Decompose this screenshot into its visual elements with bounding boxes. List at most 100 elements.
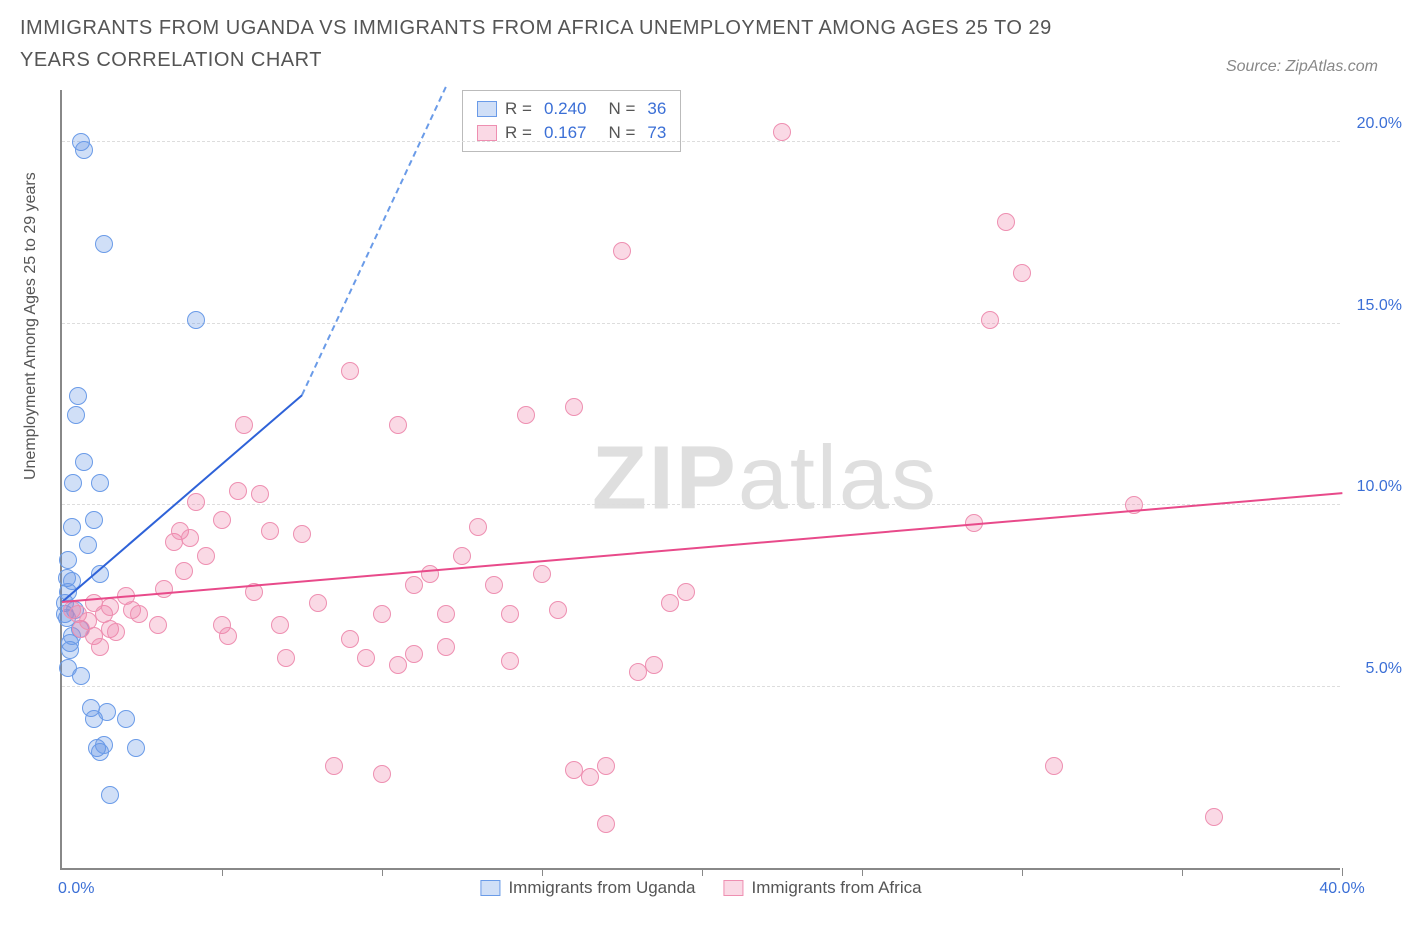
legend-n-label: N = [608, 99, 635, 119]
point-uganda [67, 406, 85, 424]
point-africa [389, 416, 407, 434]
point-uganda [98, 703, 116, 721]
y-tick-label: 20.0% [1357, 115, 1402, 133]
x-tick [542, 868, 543, 876]
point-africa [469, 518, 487, 536]
watermark-light: atlas [738, 429, 938, 529]
x-tick [222, 868, 223, 876]
y-tick-label: 15.0% [1357, 297, 1402, 315]
watermark-strong: ZIP [592, 429, 738, 529]
point-africa [181, 529, 199, 547]
legend-n-value: 73 [647, 123, 666, 143]
point-africa [197, 547, 215, 565]
legend-r-value: 0.167 [544, 123, 587, 143]
point-africa [293, 525, 311, 543]
legend-swatch [724, 880, 744, 896]
x-tick [1022, 868, 1023, 876]
point-africa [565, 398, 583, 416]
x-tick [1182, 868, 1183, 876]
point-uganda [75, 453, 93, 471]
x-tick [702, 868, 703, 876]
point-uganda [91, 474, 109, 492]
grid-line [62, 686, 1340, 687]
point-uganda [75, 141, 93, 159]
point-africa [261, 522, 279, 540]
legend-n-label: N = [608, 123, 635, 143]
point-africa [421, 565, 439, 583]
point-africa [501, 605, 519, 623]
trend-africa [62, 492, 1342, 603]
y-tick-label: 10.0% [1357, 478, 1402, 496]
legend-swatch [480, 880, 500, 896]
point-uganda [127, 739, 145, 757]
point-uganda [79, 536, 97, 554]
point-uganda [95, 736, 113, 754]
source-label: Source: ZipAtlas.com [1226, 58, 1378, 76]
x-tick [862, 868, 863, 876]
point-uganda [95, 235, 113, 253]
point-africa [373, 765, 391, 783]
point-uganda [85, 511, 103, 529]
stats-legend: R = 0.240N = 36R = 0.167N = 73 [462, 90, 681, 152]
point-africa [501, 652, 519, 670]
point-africa [1205, 808, 1223, 826]
point-africa [155, 580, 173, 598]
grid-line [62, 141, 1340, 142]
bottom-legend-label: Immigrants from Africa [752, 878, 922, 898]
point-africa [613, 242, 631, 260]
point-africa [597, 757, 615, 775]
point-africa [235, 416, 253, 434]
point-africa [405, 576, 423, 594]
x-tick-label: 0.0% [58, 880, 94, 898]
stats-legend-row: R = 0.240N = 36 [477, 97, 666, 121]
bottom-legend-label: Immigrants from Uganda [508, 878, 695, 898]
point-africa [341, 362, 359, 380]
point-africa [517, 406, 535, 424]
y-tick-label: 5.0% [1366, 660, 1402, 678]
legend-swatch [477, 125, 497, 141]
point-africa [309, 594, 327, 612]
legend-swatch [477, 101, 497, 117]
point-africa [325, 757, 343, 775]
point-africa [773, 123, 791, 141]
point-africa [101, 598, 119, 616]
point-africa [219, 627, 237, 645]
point-africa [997, 213, 1015, 231]
point-africa [437, 638, 455, 656]
point-africa [389, 656, 407, 674]
point-uganda [59, 551, 77, 569]
point-africa [453, 547, 471, 565]
watermark: ZIPatlas [592, 428, 938, 531]
trend-uganda-dash [301, 87, 447, 396]
point-africa [149, 616, 167, 634]
point-africa [645, 656, 663, 674]
point-africa [1013, 264, 1031, 282]
point-africa [229, 482, 247, 500]
point-uganda [117, 710, 135, 728]
point-africa [485, 576, 503, 594]
point-africa [251, 485, 269, 503]
point-africa [533, 565, 551, 583]
chart-container: IMMIGRANTS FROM UGANDA VS IMMIGRANTS FRO… [0, 0, 1406, 930]
point-africa [405, 645, 423, 663]
legend-r-value: 0.240 [544, 99, 587, 119]
bottom-legend-item: Immigrants from Africa [724, 878, 922, 898]
point-uganda [187, 311, 205, 329]
plot-area: ZIPatlas R = 0.240N = 36R = 0.167N = 73 … [60, 90, 1340, 870]
point-africa [357, 649, 375, 667]
grid-line [62, 323, 1340, 324]
legend-r-label: R = [505, 99, 532, 119]
point-africa [581, 768, 599, 786]
point-africa [341, 630, 359, 648]
point-uganda [64, 474, 82, 492]
point-africa [213, 511, 231, 529]
grid-line [62, 504, 1340, 505]
point-africa [661, 594, 679, 612]
point-africa [271, 616, 289, 634]
point-uganda [69, 387, 87, 405]
point-uganda [101, 786, 119, 804]
y-axis-label: Unemployment Among Ages 25 to 29 years [22, 172, 40, 480]
point-africa [187, 493, 205, 511]
bottom-legend: Immigrants from Uganda Immigrants from Af… [480, 878, 921, 898]
legend-r-label: R = [505, 123, 532, 143]
